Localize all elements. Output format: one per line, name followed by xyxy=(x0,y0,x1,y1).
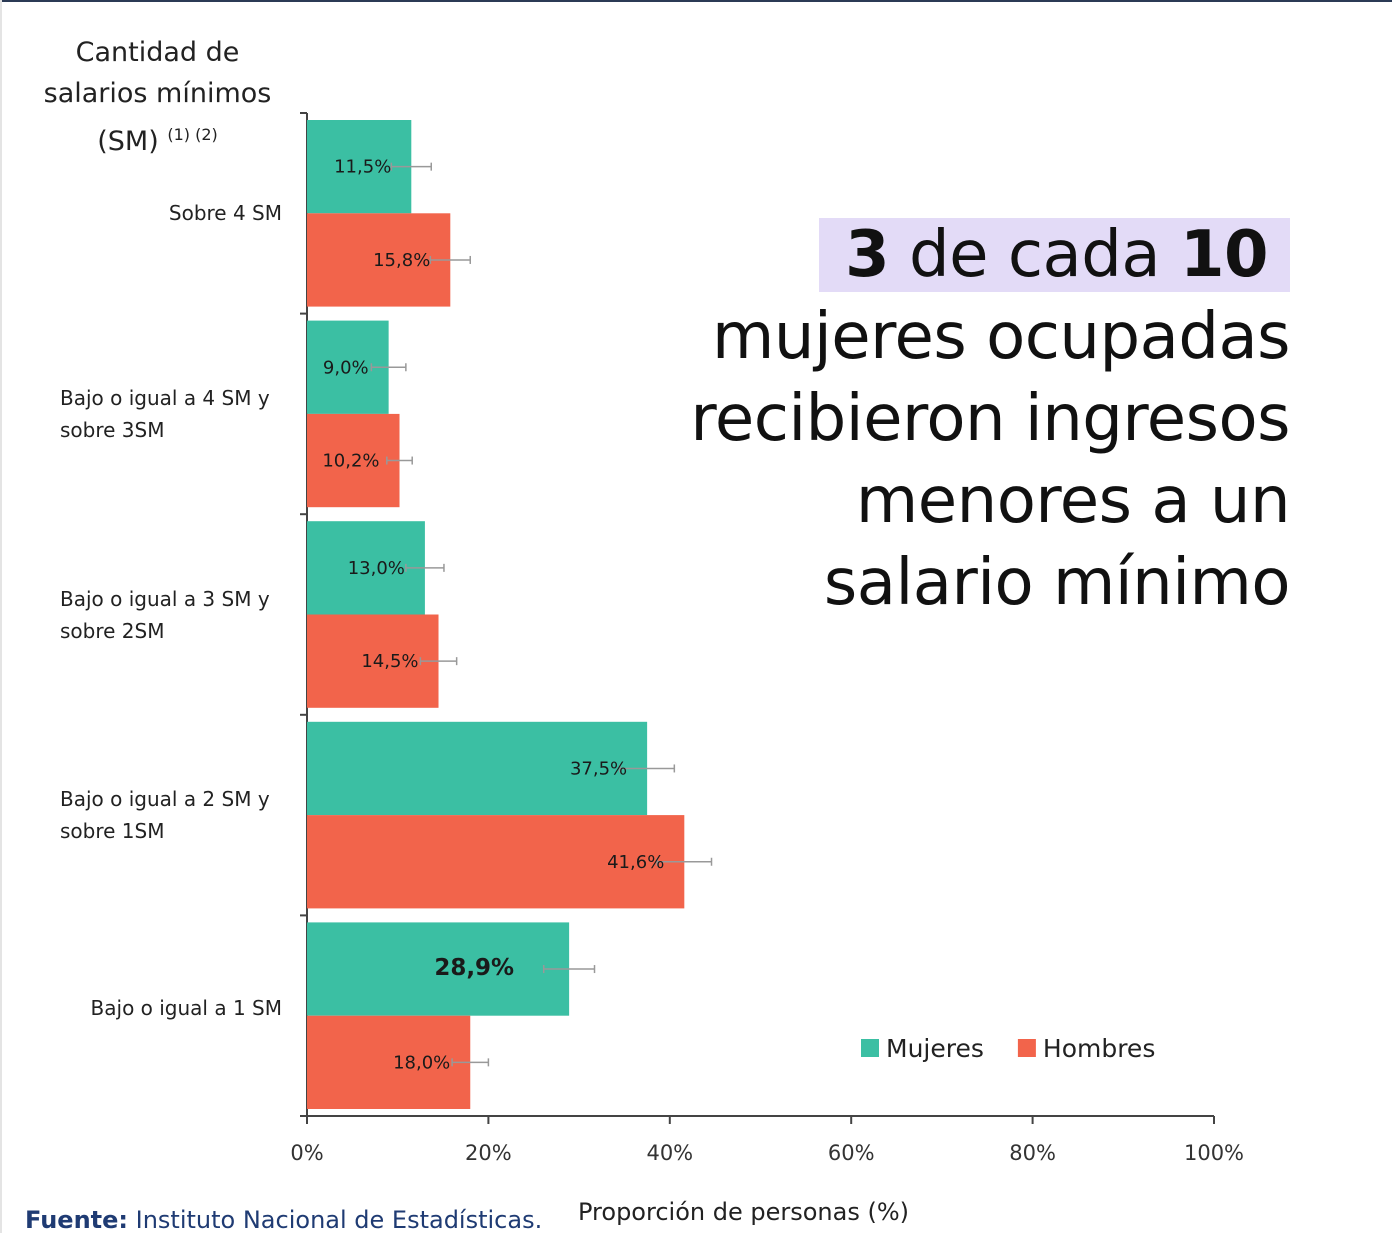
annotation-line: mujeres ocupadas xyxy=(712,300,1290,374)
category-text: Bajo o igual a 3 SM y sobre 2SM xyxy=(60,586,270,643)
bar xyxy=(307,721,648,816)
value-label: 15,8% xyxy=(373,250,430,271)
source: Fuente: Instituto Nacional de Estadístic… xyxy=(25,1206,542,1234)
x-tick-label: 0% xyxy=(290,1141,323,1165)
legend-label: Hombres xyxy=(1043,1034,1155,1063)
legend-swatch xyxy=(1017,1039,1036,1057)
annotation-line: menores a un xyxy=(855,464,1291,538)
category-label: Bajo o igual a 1 SM xyxy=(40,992,282,1024)
category-text: Bajo o igual a 4 SM y sobre 3SM xyxy=(60,385,270,442)
value-label: 41,6% xyxy=(607,852,664,873)
category-text: Bajo o igual a 2 SM y sobre 1SM xyxy=(60,787,270,844)
value-label: 14,5% xyxy=(361,651,418,672)
x-tick-label: 100% xyxy=(1184,1141,1244,1165)
category-label: Bajo o igual a 3 SM y sobre 2SM xyxy=(40,583,282,647)
y-label-text: Cantidad de salarios mínimos (SM) xyxy=(43,37,272,157)
x-tick-label: 40% xyxy=(646,1141,693,1165)
annotation-line: recibieron ingresos xyxy=(690,382,1290,456)
category-label: Bajo o igual a 4 SM y sobre 3SM xyxy=(40,382,282,446)
bar xyxy=(307,213,451,307)
highlight-text: de cada xyxy=(909,218,1161,292)
annotation-highlight: 3 de cada 10 xyxy=(690,214,1290,296)
bar xyxy=(307,815,685,909)
value-label: 10,2% xyxy=(322,451,379,472)
bar xyxy=(307,1015,471,1109)
value-label: 37,5% xyxy=(570,758,627,779)
category-text: Sobre 4 SM xyxy=(168,201,282,226)
x-axis-label: Proporción de personas (%) xyxy=(578,1198,909,1226)
legend-label: Mujeres xyxy=(886,1034,984,1063)
category-label: Bajo o igual a 2 SM y sobre 1SM xyxy=(40,783,282,847)
value-label: 28,9% xyxy=(434,955,514,981)
value-label: 9,0% xyxy=(323,357,369,378)
bar xyxy=(307,413,400,508)
highlight-number: 10 xyxy=(1179,218,1269,292)
category-text: Bajo o igual a 1 SM xyxy=(90,995,282,1020)
value-label: 11,5% xyxy=(334,157,391,178)
y-axis-label: Cantidad de salarios mínimos (SM) (1) (2… xyxy=(20,32,295,162)
annotation: 3 de cada 10 mujeres ocupadas recibieron… xyxy=(690,214,1290,624)
x-tick-label: 60% xyxy=(828,1141,875,1165)
x-tick-label: 80% xyxy=(1009,1141,1056,1165)
source-text: Instituto Nacional de Estadísticas. xyxy=(135,1206,543,1234)
value-label: 18,0% xyxy=(393,1052,450,1073)
bar xyxy=(307,614,439,708)
value-label: 13,0% xyxy=(348,558,405,579)
annotation-line: salario mínimo xyxy=(823,546,1291,620)
x-tick-label: 20% xyxy=(465,1141,512,1165)
category-label: Sobre 4 SM xyxy=(40,197,282,229)
highlight-number: 3 xyxy=(845,218,890,292)
legend-swatch xyxy=(861,1039,879,1057)
y-label-notes: (1) (2) xyxy=(167,125,218,144)
source-label: Fuente: xyxy=(25,1206,128,1234)
bar xyxy=(307,922,570,1016)
